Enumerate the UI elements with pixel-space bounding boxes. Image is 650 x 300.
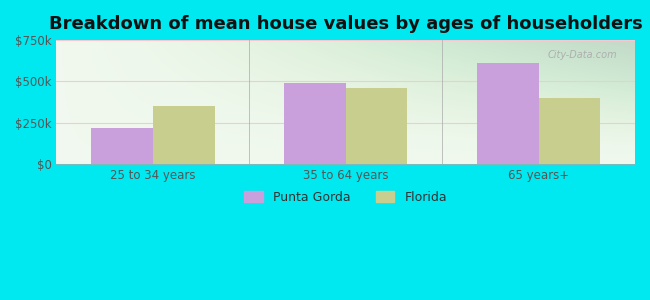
Bar [346, 88, 408, 164]
Bar [91, 128, 153, 164]
Text: City-Data.com: City-Data.com [548, 50, 617, 60]
Bar [284, 83, 346, 164]
Bar [539, 98, 601, 164]
Bar [477, 63, 539, 164]
Legend: Punta Gorda, Florida: Punta Gorda, Florida [238, 184, 453, 210]
Bar [153, 106, 215, 164]
Title: Breakdown of mean house values by ages of householders: Breakdown of mean house values by ages o… [49, 15, 643, 33]
